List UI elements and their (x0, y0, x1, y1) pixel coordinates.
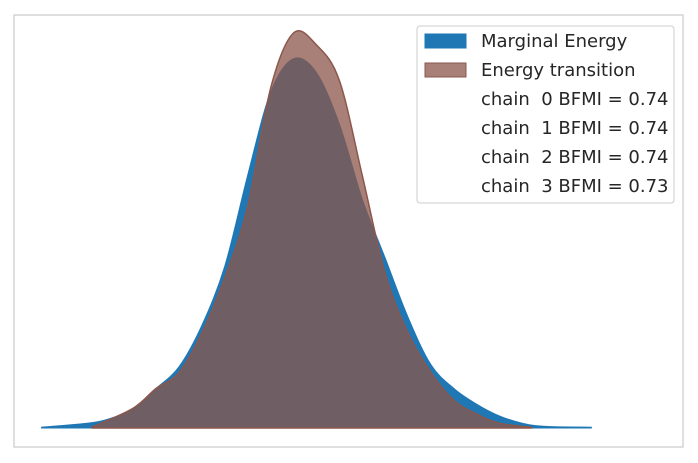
series-energy-transition-area (91, 29, 533, 429)
legend-label-4: chain 2 BFMI = 0.74 (481, 147, 669, 168)
legend-box (416, 25, 675, 204)
legend-swatch-0 (424, 33, 467, 49)
legend-label-2: chain 0 BFMI = 0.74 (481, 89, 669, 110)
legend-label-1: Energy transition (481, 60, 636, 81)
legend-label-3: chain 1 BFMI = 0.74 (481, 118, 669, 139)
legend: Marginal Energy Energy transition chain 0 … (416, 25, 675, 204)
legend-label-0: Marginal Energy (481, 31, 628, 52)
legend-swatch-1 (424, 62, 467, 78)
series-layer (41, 29, 592, 429)
legend-label-5: chain 3 BFMI = 0.73 (481, 176, 669, 197)
